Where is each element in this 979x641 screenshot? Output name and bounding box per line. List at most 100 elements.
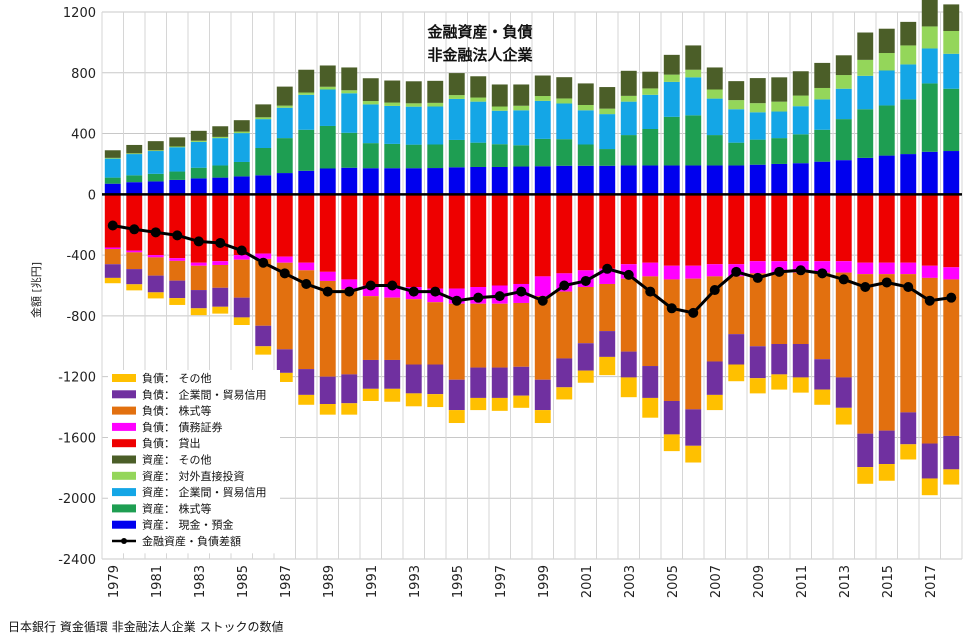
y-tick-label: -800 (66, 310, 96, 325)
bar-segment-asset-1 (814, 129, 831, 162)
bar-segment-asset-3 (255, 117, 272, 120)
bar-segment-asset-3 (341, 90, 358, 94)
bar-segment-asset-0 (233, 176, 250, 195)
legend-entry-label: 資産： 株式等 (142, 501, 212, 515)
bar-segment-liability-3 (534, 379, 551, 411)
bar-segment-asset-4 (169, 137, 186, 147)
bar-segment-asset-4 (491, 84, 508, 107)
bar-segment-liability-0 (319, 194, 336, 272)
net-difference-point (838, 274, 849, 285)
bar-segment-liability-2 (728, 276, 745, 335)
bar-segment-liability-0 (663, 194, 680, 266)
bar-segment-asset-4 (900, 21, 917, 46)
bar-segment-liability-3 (814, 359, 831, 390)
bar-segment-liability-3 (900, 412, 917, 445)
bar-segment-asset-3 (276, 105, 293, 108)
net-difference-point (107, 220, 118, 231)
bar-segment-liability-3 (169, 280, 186, 299)
bar-segment-asset-3 (771, 101, 788, 112)
bar-segment-asset-1 (513, 145, 530, 167)
bar-segment-asset-3 (792, 95, 809, 107)
bar-segment-asset-0 (599, 165, 616, 195)
bar-segment-liability-3 (126, 269, 143, 285)
bar-segment-liability-0 (276, 194, 293, 257)
bar-segment-liability-1 (233, 255, 250, 260)
bar-segment-asset-2 (212, 138, 229, 166)
bar-segment-asset-0 (835, 160, 852, 195)
bar-segment-liability-0 (792, 194, 809, 262)
bar-segment-asset-2 (685, 77, 702, 116)
bar-segment-liability-3 (878, 430, 895, 465)
bar-segment-liability-4 (921, 478, 938, 496)
bar-segment-asset-4 (470, 76, 487, 98)
net-difference-point (387, 280, 398, 291)
net-difference-point (903, 282, 914, 293)
bar-segment-asset-1 (212, 165, 229, 178)
bar-segment-asset-1 (384, 143, 401, 169)
y-tick-label: 800 (71, 67, 96, 82)
bar-segment-asset-2 (147, 151, 164, 174)
net-difference-point (666, 303, 677, 314)
legend-entry-label: 資産： 現金・預金 (142, 518, 234, 532)
bar-segment-liability-0 (943, 194, 960, 268)
bar-segment-liability-2 (341, 289, 358, 375)
bar-segment-asset-0 (663, 165, 680, 195)
bar-segment-liability-2 (620, 278, 637, 352)
bar-segment-liability-0 (814, 194, 831, 262)
bar-segment-liability-2 (470, 303, 487, 368)
bar-segment-asset-2 (921, 48, 938, 84)
bar-segment-asset-3 (362, 101, 379, 105)
bar-segment-liability-2 (685, 278, 702, 410)
legend-swatch (112, 455, 136, 464)
legend-swatch (112, 374, 136, 382)
bar-segment-asset-1 (749, 139, 766, 165)
bar-segment-asset-4 (728, 81, 745, 101)
legend-entry-label: 負債： 債務証券 (142, 420, 223, 434)
legend-entry-label: 負債： 株式等 (142, 404, 212, 418)
net-difference-point (322, 286, 333, 297)
bar-segment-asset-2 (190, 141, 207, 168)
chart-title-line-1: 金融資産・負債 (426, 23, 532, 41)
bar-segment-asset-1 (706, 135, 723, 166)
bar-segment-liability-2 (835, 272, 852, 378)
bar-segment-liability-4 (233, 317, 250, 326)
bar-segment-asset-1 (491, 144, 508, 167)
bar-segment-liability-0 (362, 194, 379, 286)
bar-segment-asset-2 (642, 94, 659, 129)
bar-segment-asset-0 (362, 168, 379, 195)
bar-segment-asset-0 (921, 151, 938, 195)
bar-segment-liability-3 (341, 374, 358, 404)
bar-segment-liability-0 (513, 194, 530, 284)
bar-segment-asset-1 (104, 177, 121, 184)
x-tick-label: 2001 (580, 565, 595, 598)
bar-segment-liability-4 (319, 404, 336, 415)
bar-segment-asset-3 (319, 86, 336, 90)
bar-segment-liability-1 (943, 267, 960, 280)
bar-segment-asset-3 (147, 150, 164, 152)
bar-segment-asset-0 (405, 168, 422, 195)
net-difference-point (860, 282, 871, 293)
bar-segment-liability-2 (384, 297, 401, 360)
legend-line-marker (121, 538, 127, 544)
bar-segment-liability-4 (255, 346, 272, 355)
bar-segment-asset-4 (857, 32, 874, 60)
bar-segment-asset-0 (384, 168, 401, 195)
bar-segment-liability-3 (276, 349, 293, 373)
bar-segment-liability-3 (448, 379, 465, 411)
bar-segment-asset-2 (255, 119, 272, 148)
bar-segment-liability-1 (814, 261, 831, 273)
bar-segment-liability-3 (233, 297, 250, 318)
bar-segment-liability-4 (534, 410, 551, 424)
bar-segment-liability-0 (685, 194, 702, 266)
bar-segment-asset-2 (384, 105, 401, 144)
bar-segment-liability-3 (147, 275, 164, 293)
bar-segment-liability-0 (255, 194, 272, 254)
bar-segment-liability-1 (900, 262, 917, 275)
bar-segment-liability-0 (341, 194, 358, 280)
y-tick-label: 400 (71, 128, 96, 143)
bar-segment-asset-0 (491, 166, 508, 195)
bar-segment-liability-2 (921, 277, 938, 444)
bar-segment-liability-0 (749, 194, 766, 262)
bar-segment-liability-0 (900, 194, 917, 263)
bar-segment-liability-3 (771, 343, 788, 375)
